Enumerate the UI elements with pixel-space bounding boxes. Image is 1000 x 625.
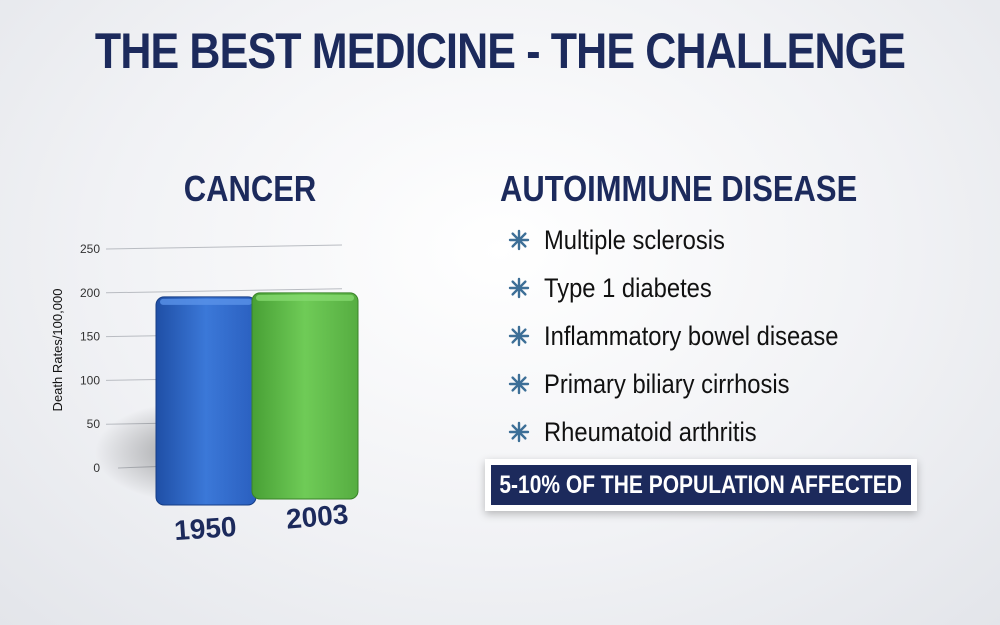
list-item: Multiple sclerosis: [508, 216, 879, 264]
list-item: Type 1 diabetes: [508, 264, 879, 312]
y-tick-label: 200: [80, 286, 100, 300]
cancer-heading: CANCER: [183, 168, 317, 209]
list-item-label: Multiple sclerosis: [544, 224, 725, 255]
banner-label-box: 5-10% OF THE POPULATION AFFECTED: [491, 465, 911, 505]
gridline: [105, 288, 343, 294]
list-item: Primary biliary cirrhosis: [508, 360, 879, 408]
list-item-label: Type 1 diabetes: [544, 272, 712, 303]
banner-text: 5-10% OF THE POPULATION AFFECTED: [499, 470, 903, 499]
autoimmune-disease-list: Multiple sclerosis Type 1 diabetes Infla…: [508, 216, 879, 456]
list-item: Inflammatory bowel disease: [508, 312, 879, 360]
list-item: Rheumatoid arthritis: [508, 408, 879, 456]
y-tick-label: 0: [93, 461, 100, 475]
list-item-label: Rheumatoid arthritis: [544, 416, 757, 447]
bar-1950: [155, 296, 257, 506]
y-tick-label: 250: [80, 242, 100, 256]
list-item-label: Inflammatory bowel disease: [544, 320, 839, 351]
y-tick-label: 100: [80, 373, 100, 387]
slide-title: THE BEST MEDICINE - THE CHALLENGE: [94, 23, 906, 79]
list-item-label: Primary biliary cirrhosis: [544, 368, 790, 399]
x-category-label: 1950: [173, 511, 237, 546]
asterisk-bullet-icon: [508, 421, 530, 443]
asterisk-bullet-icon: [508, 325, 530, 347]
asterisk-bullet-icon: [508, 373, 530, 395]
x-category-label: 2003: [285, 498, 350, 534]
asterisk-bullet-icon: [508, 229, 530, 251]
bar-2003: [251, 292, 359, 500]
y-tick-label: 150: [80, 330, 100, 344]
asterisk-bullet-icon: [508, 277, 530, 299]
y-tick-label: 50: [87, 417, 101, 431]
y-axis-label: Death Rates/100,000: [50, 289, 65, 412]
autoimmune-heading: AUTOIMMUNE DISEASE: [500, 168, 858, 209]
population-affected-banner: 5-10% OF THE POPULATION AFFECTED: [485, 459, 917, 511]
gridline: [105, 244, 343, 250]
